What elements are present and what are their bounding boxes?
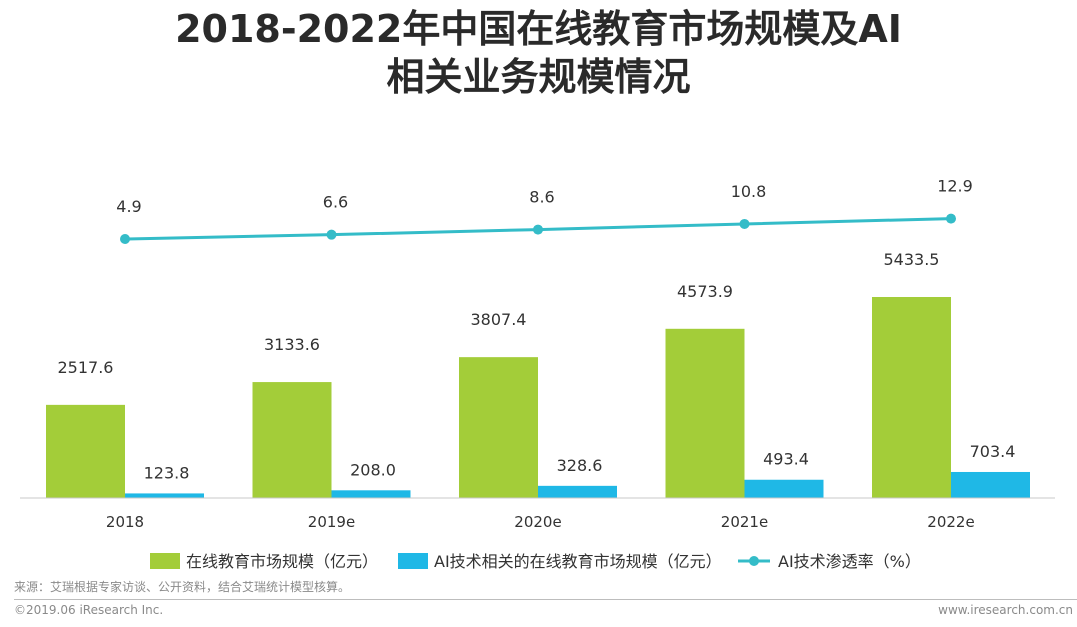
label-market-2019e: 3133.6 (264, 335, 320, 354)
bar-ai-2021e (744, 479, 824, 498)
legend-label-penetration: AI技术渗透率（%） (778, 552, 921, 571)
x-tick-2018: 2018 (106, 513, 144, 531)
chart-title-line2: 相关业务规模情况 (386, 55, 691, 99)
x-tick-2021e: 2021e (721, 513, 768, 531)
legend-swatch-market (150, 553, 180, 569)
bar-market-2019e (252, 382, 332, 498)
label-ai-2021e: 493.4 (763, 450, 809, 469)
label-market-2021e: 4573.9 (677, 282, 733, 301)
label-ai-2019e: 208.0 (350, 460, 396, 479)
legend-marker-penetration (749, 556, 759, 566)
x-tick-2019e: 2019e (308, 513, 355, 531)
penetration-point-2020e (533, 224, 543, 235)
legend-label-ai: AI技术相关的在线教育市场规模（亿元） (434, 552, 722, 571)
label-market-2022e: 5433.5 (884, 250, 940, 269)
label-ai-2020e: 328.6 (557, 456, 603, 475)
label-penetration-2020e: 8.6 (529, 188, 554, 207)
bar-market-2020e (459, 357, 538, 498)
bar-ai-2020e (538, 485, 617, 498)
footer-divider (14, 599, 1077, 600)
legend-swatch-ai (398, 553, 428, 569)
label-penetration-2022e: 12.9 (937, 177, 973, 196)
label-market-2020e: 3807.4 (471, 310, 527, 329)
bar-market-2021e (665, 328, 745, 498)
penetration-point-2021e (739, 218, 750, 229)
source-note: 来源：艾瑞根据专家访谈、公开资料，结合艾瑞统计模型核算。 (14, 580, 351, 594)
bar-ai-2022e (951, 471, 1030, 498)
penetration-point-2019e (326, 229, 337, 240)
legend-label-market: 在线教育市场规模（亿元） (186, 552, 378, 571)
penetration-point-2022e (946, 213, 956, 224)
label-penetration-2021e: 10.8 (731, 182, 767, 201)
label-penetration-2019e: 6.6 (323, 193, 348, 212)
x-tick-2022e: 2022e (927, 513, 974, 531)
bars-layer (46, 297, 1030, 498)
bar-ai-2019e (331, 490, 411, 498)
legend: 在线教育市场规模（亿元） AI技术相关的在线教育市场规模（亿元） AI技术渗透率（%… (150, 552, 921, 571)
x-tick-2020e: 2020e (514, 513, 561, 531)
bar-market-2022e (872, 297, 951, 498)
website-link[interactable]: www.iresearch.com.cn (938, 603, 1073, 617)
chart-title-line1: 2018-2022年中国在线教育市场规模及AI (175, 7, 902, 51)
label-penetration-2018: 4.9 (116, 197, 141, 216)
bar-market-2018 (46, 404, 125, 498)
label-ai-2022e: 703.4 (970, 442, 1016, 461)
copyright-text: ©2019.06 iResearch Inc. (14, 603, 164, 617)
bar-ai-2018 (125, 493, 204, 498)
label-market-2018: 2517.6 (58, 358, 114, 377)
line-layer (120, 213, 956, 244)
labels-layer: 2517.6 123.8 2018 3133.6 208.0 2019e 3807.4 328… (58, 177, 1016, 531)
label-ai-2018: 123.8 (144, 463, 190, 482)
penetration-point-2018 (120, 234, 130, 244)
